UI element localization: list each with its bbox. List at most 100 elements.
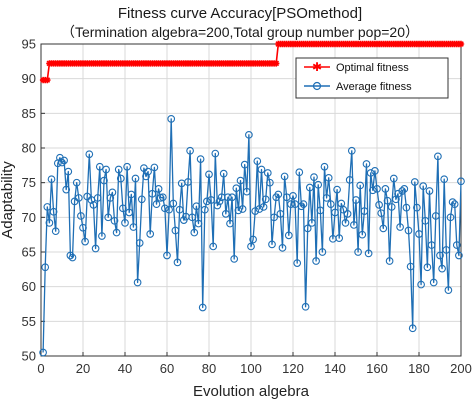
data-point — [326, 200, 335, 209]
y-tick-label: 65 — [22, 245, 36, 260]
data-point — [287, 200, 295, 209]
data-point — [188, 213, 197, 222]
data-point — [410, 178, 419, 186]
data-point — [341, 219, 350, 227]
data-point — [276, 210, 285, 218]
data-point — [44, 76, 51, 84]
data-point — [444, 286, 453, 294]
data-point — [66, 251, 75, 260]
data-point — [450, 200, 459, 209]
legend: ✱ Optimal fitness Average fitness — [295, 57, 449, 99]
data-point — [238, 205, 247, 213]
data-point — [375, 201, 383, 209]
data-point — [184, 178, 192, 186]
data-point — [114, 165, 123, 174]
data-point — [297, 202, 306, 211]
data-point — [421, 216, 430, 225]
data-point — [333, 185, 341, 194]
data-point — [431, 212, 440, 220]
data-point — [228, 193, 236, 202]
data-point — [406, 262, 415, 271]
data-point — [133, 278, 142, 287]
data-point — [274, 190, 283, 199]
data-point — [331, 208, 339, 217]
data-point — [79, 223, 87, 232]
x-axis-ticks: 0 20 40 60 80 100 120 140 160 180 200 — [37, 352, 472, 376]
data-point — [419, 182, 428, 190]
data-point — [371, 167, 379, 175]
data-point — [51, 227, 60, 236]
data-point — [455, 251, 463, 260]
data-point — [350, 221, 358, 229]
y-tick-label: 85 — [22, 106, 36, 121]
data-point — [299, 200, 308, 209]
data-point — [278, 243, 287, 252]
data-point — [161, 204, 169, 213]
x-tick-label: 40 — [118, 361, 132, 376]
data-point — [64, 167, 73, 176]
data-point — [72, 178, 81, 187]
x-tick-label: 20 — [76, 361, 90, 376]
legend-marker-optimal: ✱ — [312, 60, 322, 74]
data-point — [452, 241, 461, 249]
data-point — [240, 160, 249, 169]
data-point — [205, 170, 213, 179]
data-point — [352, 196, 360, 204]
data-point — [425, 187, 434, 195]
data-point — [305, 183, 314, 192]
data-point — [446, 213, 455, 222]
data-point — [270, 213, 278, 222]
data-point — [457, 40, 465, 48]
data-point — [121, 219, 129, 227]
data-point — [427, 241, 436, 249]
y-tick-label: 90 — [22, 71, 36, 86]
y-axis-ticks: 50 55 60 65 70 75 80 85 90 95 — [22, 37, 45, 364]
data-point — [135, 239, 144, 247]
data-point — [266, 178, 274, 187]
y-tick-label: 60 — [22, 279, 36, 294]
data-point — [102, 165, 110, 174]
data-point — [345, 176, 354, 184]
data-point — [215, 197, 224, 206]
data-point — [211, 149, 220, 158]
data-point — [137, 195, 146, 204]
data-point — [152, 200, 161, 209]
data-point — [356, 181, 365, 190]
data-point — [154, 185, 163, 193]
data-point — [116, 174, 125, 183]
data-point — [89, 201, 98, 209]
data-point — [200, 205, 209, 214]
x-axis-label: Evolution algebra — [193, 383, 310, 400]
data-point — [398, 187, 407, 195]
data-point — [295, 168, 304, 177]
x-tick-label: 100 — [240, 361, 262, 376]
series-average-fitness — [39, 115, 465, 357]
data-point — [339, 205, 348, 214]
data-point — [110, 216, 119, 225]
data-point — [196, 155, 205, 163]
data-point — [381, 185, 390, 193]
data-point — [219, 169, 228, 178]
legend-label-average: Average fitness — [336, 81, 412, 93]
data-point — [385, 257, 394, 265]
data-point — [60, 156, 68, 165]
data-point — [253, 157, 262, 166]
data-point — [354, 248, 362, 256]
legend-marker-average — [312, 81, 322, 91]
data-point — [45, 219, 54, 227]
data-point — [234, 206, 243, 215]
data-point — [190, 228, 199, 237]
y-tick-label: 70 — [22, 210, 36, 225]
data-point — [324, 173, 333, 182]
data-point — [209, 242, 218, 251]
data-point — [81, 237, 89, 246]
data-point — [85, 150, 94, 159]
data-point — [77, 212, 85, 220]
data-point — [169, 199, 178, 208]
y-axis-label: Adaptability — [0, 161, 16, 239]
x-tick-label: 0 — [37, 361, 44, 376]
data-point — [434, 152, 442, 161]
data-point — [165, 205, 173, 214]
data-point — [404, 226, 413, 235]
data-point — [194, 219, 203, 228]
